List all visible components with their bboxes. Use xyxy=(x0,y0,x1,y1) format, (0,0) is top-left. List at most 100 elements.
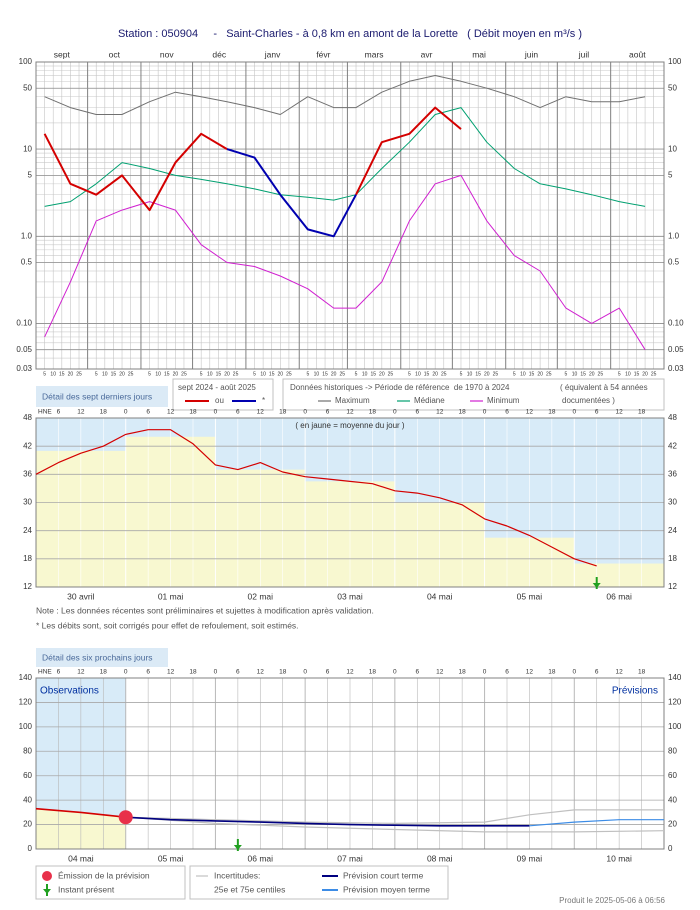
hour-tick-label: 12 xyxy=(167,669,175,676)
day-tick-label: 5 xyxy=(565,371,568,377)
legend-label: ou xyxy=(215,396,224,405)
y-tick-label: 24 xyxy=(23,526,32,535)
legend-text: ( équivalent à 54 années xyxy=(560,383,648,392)
y-tick-label: 140 xyxy=(668,673,682,682)
series-line xyxy=(125,816,530,827)
y-tick-label: 120 xyxy=(668,698,682,707)
hour-tick-label: 18 xyxy=(100,669,108,676)
legend-box xyxy=(189,865,449,900)
hour-tick-label: 18 xyxy=(548,409,556,416)
legend-text: Émission de la prévision xyxy=(58,870,150,880)
hour-tick-label: 0 xyxy=(393,409,397,416)
hour-tick-label: HNE xyxy=(38,409,52,416)
day-tick-label: 25 xyxy=(651,371,657,377)
x-tick-label: 04 mai xyxy=(427,591,453,601)
day-tick-label: 15 xyxy=(269,371,275,377)
y-tick-label: 100 xyxy=(668,57,682,66)
y-tick-label: 5 xyxy=(668,170,673,179)
month-label: févr xyxy=(316,49,330,59)
hour-tick-label: 6 xyxy=(236,409,240,416)
y-tick-label: 40 xyxy=(668,795,677,804)
legend-swatch xyxy=(42,871,52,881)
day-tick-label: 25 xyxy=(598,371,604,377)
y-tick-label: 48 xyxy=(23,413,32,422)
hour-tick-label: 6 xyxy=(415,409,419,416)
hour-tick-label: 12 xyxy=(257,409,265,416)
day-tick-label: 20 xyxy=(119,371,125,377)
hour-tick-label: 0 xyxy=(393,669,397,676)
hour-tick-label: 12 xyxy=(257,669,265,676)
day-tick-label: 25 xyxy=(546,371,552,377)
hour-tick-label: 12 xyxy=(77,669,85,676)
x-tick-label: 01 mai xyxy=(158,591,184,601)
series-line xyxy=(355,106,462,196)
legend-swatch xyxy=(43,889,51,894)
hour-tick-label: 6 xyxy=(57,669,61,676)
y-tick-label: 1.0 xyxy=(21,231,33,240)
day-tick-label: 10 xyxy=(520,371,526,377)
y-tick-label: 18 xyxy=(23,554,32,563)
day-tick-label: 15 xyxy=(164,371,170,377)
series-line xyxy=(35,429,597,567)
hour-tick-label: 0 xyxy=(303,409,307,416)
day-tick-label: 25 xyxy=(388,371,394,377)
day-tick-label: 10 xyxy=(467,371,473,377)
y-tick-label: 42 xyxy=(23,441,32,450)
y-tick-label: 80 xyxy=(23,746,32,755)
day-tick-label: 20 xyxy=(278,371,284,377)
y-tick-label: 24 xyxy=(668,526,677,535)
y-tick-label: 10 xyxy=(23,144,32,153)
hour-tick-label: 12 xyxy=(346,409,354,416)
day-tick-label: 15 xyxy=(634,371,640,377)
hour-tick-label: 18 xyxy=(638,409,646,416)
x-tick-label: 30 avril xyxy=(67,591,95,601)
hour-tick-label: 6 xyxy=(505,409,509,416)
y-tick-label: 0 xyxy=(668,844,673,853)
hour-tick-label: 18 xyxy=(279,409,287,416)
y-tick-label: 10 xyxy=(668,144,677,153)
y-tick-label: 30 xyxy=(668,498,677,507)
month-label: nov xyxy=(160,49,174,59)
month-label: oct xyxy=(109,49,121,59)
day-tick-label: 10 xyxy=(415,371,421,377)
y-tick-label: 0.10 xyxy=(668,319,684,328)
day-tick-label: 25 xyxy=(493,371,499,377)
hour-tick-label: 12 xyxy=(167,409,175,416)
x-tick-label: 07 mai xyxy=(337,853,363,863)
y-tick-label: 50 xyxy=(668,83,677,92)
hour-tick-label: 0 xyxy=(124,409,128,416)
day-tick-label: 25 xyxy=(76,371,82,377)
day-tick-label: 5 xyxy=(618,371,621,377)
hour-tick-label: 6 xyxy=(326,409,330,416)
hour-tick-label: 12 xyxy=(77,409,85,416)
day-tick-label: 20 xyxy=(173,371,179,377)
hour-tick-label: 12 xyxy=(346,669,354,676)
day-tick-label: 10 xyxy=(155,371,161,377)
note: * Les débits sont, soit corrigés pour ef… xyxy=(36,620,299,630)
day-tick-label: 15 xyxy=(370,371,376,377)
y-tick-label: 48 xyxy=(668,413,677,422)
month-label: juil xyxy=(578,49,590,59)
day-tick-label: 10 xyxy=(260,371,266,377)
tab xyxy=(36,648,168,667)
title: Station : 050904 - Saint-Charles - à 0,8… xyxy=(118,28,582,40)
day-tick-label: 15 xyxy=(424,371,430,377)
day-tick-label: 10 xyxy=(207,371,213,377)
hour-tick-label: 6 xyxy=(415,669,419,676)
hour-tick-label: 18 xyxy=(548,669,556,676)
hour-tick-label: 12 xyxy=(526,669,534,676)
day-tick-label: 25 xyxy=(286,371,292,377)
day-tick-label: 5 xyxy=(148,371,151,377)
y-tick-label: 0.03 xyxy=(668,364,684,373)
legend-box xyxy=(172,378,274,411)
day-tick-label: 10 xyxy=(314,371,320,377)
y-tick-label: 20 xyxy=(23,820,32,829)
hour-tick-label: 12 xyxy=(436,409,444,416)
legend-text: Incertitudes: xyxy=(214,870,260,880)
legend-text: Instant présent xyxy=(58,884,115,894)
legend-text: Prévision moyen terme xyxy=(343,884,430,894)
series-line xyxy=(529,819,664,827)
day-tick-label: 5 xyxy=(95,371,98,377)
hour-tick-label: 6 xyxy=(505,669,509,676)
day-tick-label: 10 xyxy=(362,371,368,377)
